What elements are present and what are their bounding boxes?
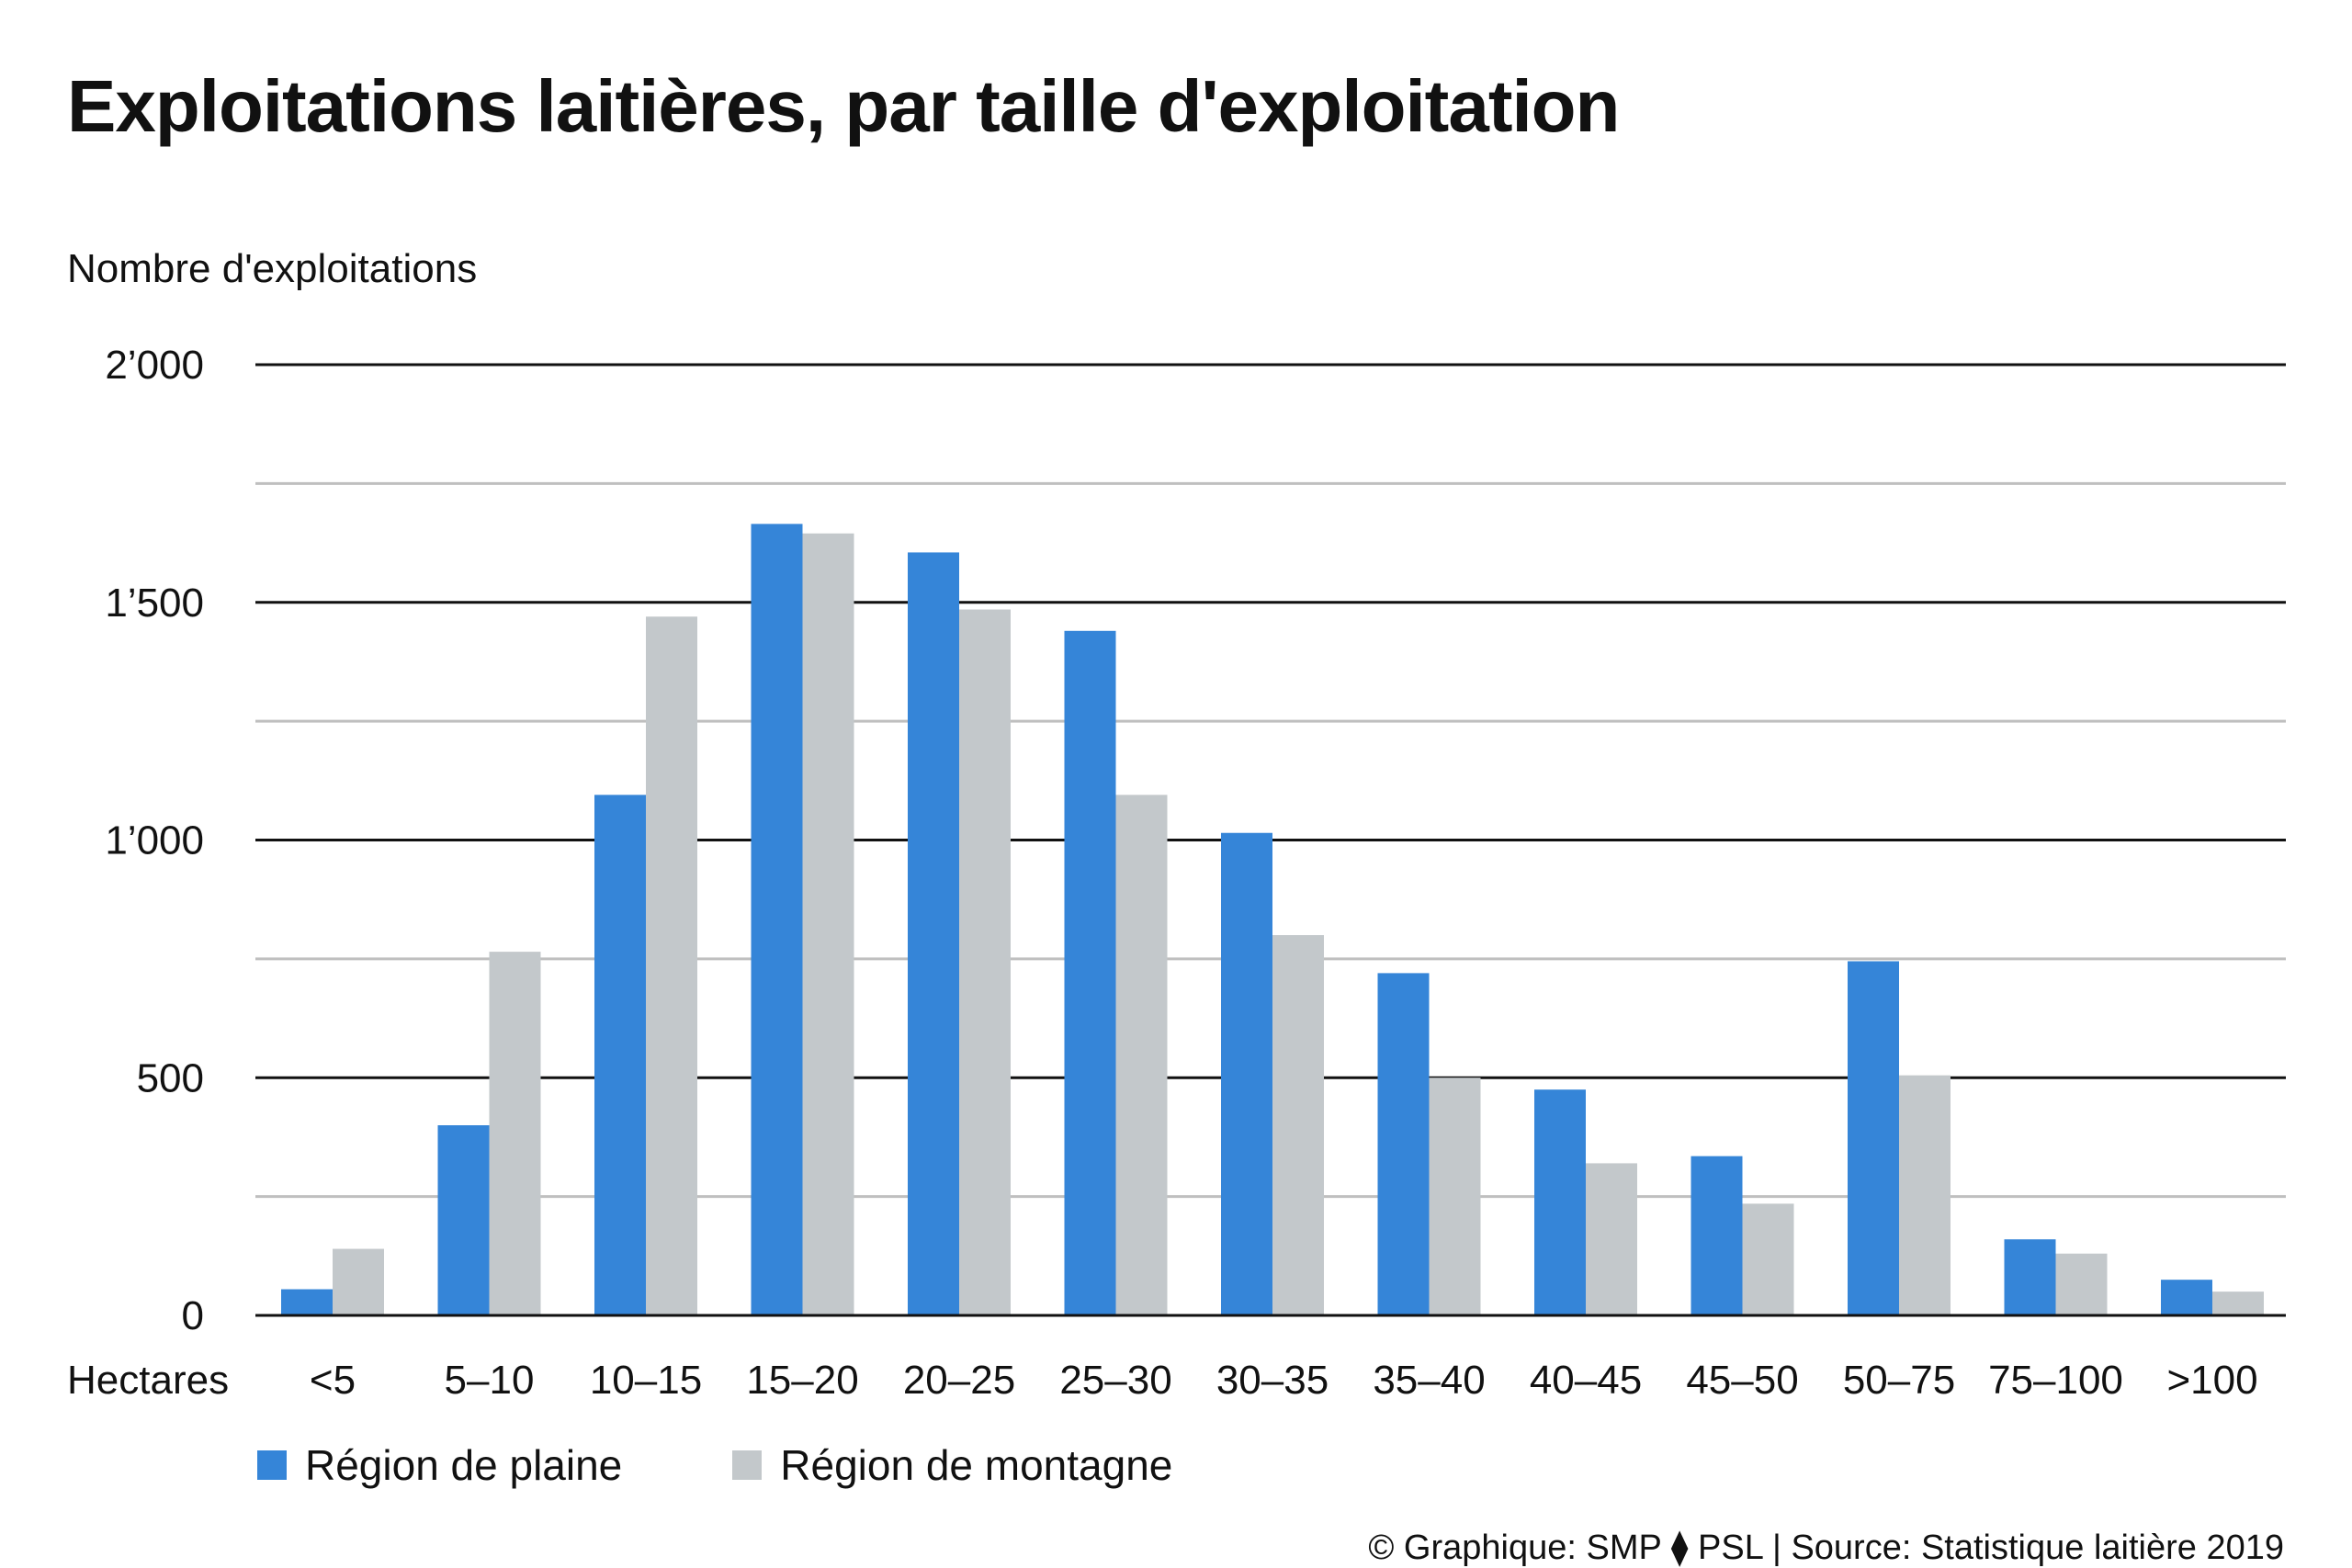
bar-plaine bbox=[1534, 1089, 1586, 1315]
legend-swatch-plaine bbox=[257, 1450, 287, 1480]
y-tick-label: 1’500 bbox=[105, 581, 204, 626]
bar-plaine bbox=[1064, 630, 1116, 1315]
bar-plaine bbox=[2004, 1239, 2056, 1315]
source-footer: © Graphique: SMP ⧫ PSL | Source: Statist… bbox=[1368, 1529, 2284, 1567]
y-tick-label: 0 bbox=[182, 1293, 204, 1338]
x-tick-label: 35–40 bbox=[1373, 1358, 1485, 1403]
bar-plaine bbox=[1690, 1156, 1743, 1315]
bar-montagne bbox=[1115, 795, 1168, 1315]
x-tick-label: 25–30 bbox=[1059, 1358, 1171, 1403]
y-tick-label: 2’000 bbox=[105, 343, 204, 388]
x-tick-label: 20–25 bbox=[903, 1358, 1015, 1403]
x-tick-label: 30–35 bbox=[1216, 1358, 1329, 1403]
x-tick-label: 15–20 bbox=[746, 1358, 858, 1403]
bar-montagne bbox=[1586, 1163, 1637, 1315]
x-axis-label: Hectares bbox=[67, 1358, 229, 1403]
bar-plaine bbox=[908, 552, 959, 1315]
x-tick-label: >100 bbox=[2166, 1358, 2257, 1403]
bar-montagne bbox=[489, 952, 541, 1315]
y-tick-label: 1’000 bbox=[105, 818, 204, 863]
bar-plaine bbox=[594, 795, 646, 1315]
bar-montagne bbox=[1742, 1203, 1794, 1315]
bar-plaine bbox=[281, 1289, 333, 1315]
legend: Région de plaine Région de montagne bbox=[257, 1440, 1283, 1490]
legend-item-plaine: Région de plaine bbox=[257, 1440, 622, 1490]
bar-plaine bbox=[1377, 973, 1430, 1315]
bar-montagne bbox=[1899, 1075, 1951, 1315]
chart-title: Exploitations laitières, par taille d'ex… bbox=[67, 65, 1620, 147]
bar-plaine bbox=[1221, 832, 1272, 1315]
legend-label-montagne: Région de montagne bbox=[780, 1441, 1173, 1489]
bar-montagne bbox=[1429, 1077, 1481, 1315]
y-tick-label: 500 bbox=[137, 1055, 204, 1100]
x-tick-label: 40–45 bbox=[1530, 1358, 1642, 1403]
bar-montagne bbox=[333, 1248, 384, 1315]
bar-montagne bbox=[959, 609, 1011, 1315]
bar-chart: 0 500 1’000 1’500 2’000 <5 5–10 10–15 15–20 20–25… bbox=[67, 343, 2286, 1403]
bar-montagne bbox=[2212, 1292, 2264, 1315]
x-tick-label: 45–50 bbox=[1686, 1358, 1798, 1403]
x-tick-label: 75–100 bbox=[1988, 1358, 2123, 1403]
bar-plaine bbox=[437, 1125, 490, 1315]
x-tick-label: <5 bbox=[310, 1358, 356, 1403]
bar-plaine bbox=[1848, 961, 1899, 1315]
x-tick-label: 5–10 bbox=[445, 1358, 535, 1403]
bar-plaine bbox=[2161, 1280, 2212, 1315]
bar-montagne bbox=[1272, 935, 1324, 1315]
x-tick-label: 10–15 bbox=[590, 1358, 702, 1403]
bar-montagne bbox=[2055, 1253, 2108, 1315]
legend-swatch-montagne bbox=[732, 1450, 763, 1480]
bar-montagne bbox=[802, 533, 854, 1315]
legend-label-plaine: Région de plaine bbox=[305, 1441, 623, 1489]
bar-plaine bbox=[751, 524, 803, 1315]
bar-montagne bbox=[646, 616, 697, 1315]
y-axis-label: Nombre d'exploitations bbox=[67, 246, 478, 291]
x-tick-label: 50–75 bbox=[1843, 1358, 1955, 1403]
legend-item-montagne: Région de montagne bbox=[732, 1440, 1172, 1490]
